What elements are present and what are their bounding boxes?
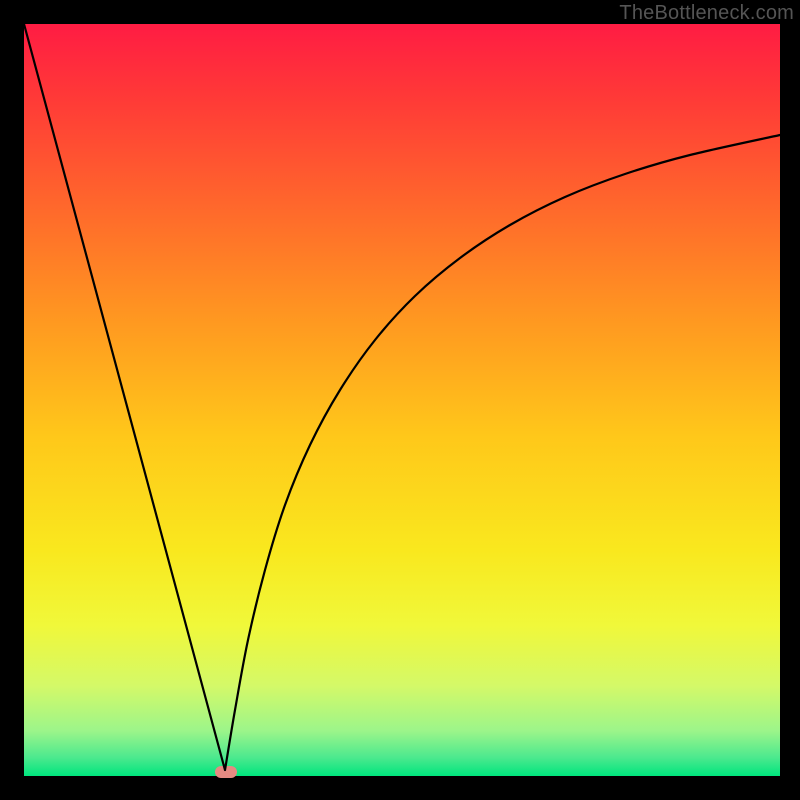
bottleneck-chart: [0, 0, 800, 800]
watermark-text: TheBottleneck.com: [619, 2, 794, 25]
plot-area: [24, 24, 780, 776]
